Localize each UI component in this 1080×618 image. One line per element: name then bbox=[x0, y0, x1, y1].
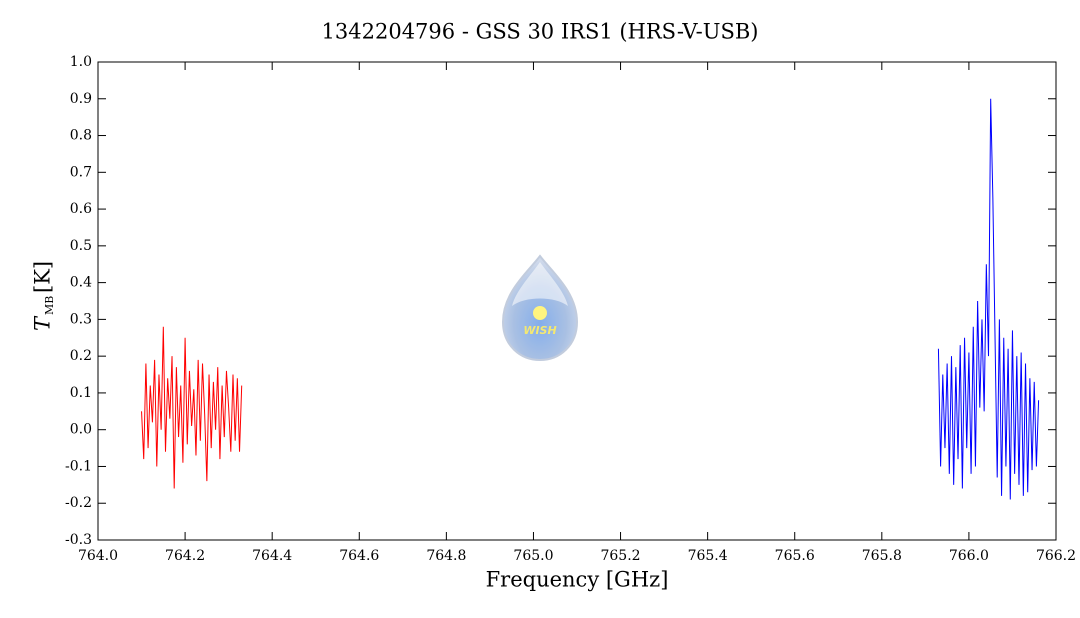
y-tick-label: 0.8 bbox=[70, 128, 92, 144]
x-tick-label: 766.2 bbox=[1036, 548, 1076, 564]
y-label-main: T bbox=[31, 315, 55, 331]
y-tick-label: -0.1 bbox=[65, 458, 92, 474]
watermark-shine bbox=[512, 262, 568, 306]
x-tick-label: 764.4 bbox=[252, 548, 292, 564]
y-label-unit: [K] bbox=[31, 261, 55, 293]
spectrum-line bbox=[937, 98, 1040, 500]
y-tick-label: 0.3 bbox=[70, 311, 92, 327]
y-tick-label: 0.2 bbox=[70, 348, 92, 364]
y-tick-label: 0.7 bbox=[70, 164, 92, 180]
plot-frame bbox=[97, 61, 1057, 541]
watermark-star bbox=[533, 306, 547, 320]
y-tick-label: 0.5 bbox=[70, 238, 92, 254]
y-axis-label: T MB [K] bbox=[31, 261, 57, 331]
y-tick-label: 1.0 bbox=[70, 54, 92, 70]
x-tick-label: 765.8 bbox=[862, 548, 902, 564]
x-tick-label: 766.0 bbox=[949, 548, 989, 564]
y-tick-label: 0.4 bbox=[70, 275, 92, 291]
watermark-text: WISH bbox=[523, 324, 556, 337]
x-tick-label: 764.2 bbox=[165, 548, 205, 564]
x-axis-label: Frequency [GHz] bbox=[486, 568, 669, 592]
y-tick-label: 0.1 bbox=[70, 385, 92, 401]
chart-title: 1342204796 - GSS 30 IRS1 (HRS-V-USB) bbox=[322, 20, 759, 44]
y-label-sub: MB bbox=[43, 296, 56, 315]
y-tick-label: 0.9 bbox=[70, 91, 92, 107]
x-tick-label: 765.6 bbox=[775, 548, 815, 564]
watermark: WISH bbox=[501, 254, 579, 362]
x-tick-label: 765.4 bbox=[688, 548, 728, 564]
spectrum-line bbox=[141, 326, 243, 489]
y-tick-label: 0.6 bbox=[70, 201, 92, 217]
x-tick-label: 764.0 bbox=[78, 548, 118, 564]
y-tick-label: -0.3 bbox=[65, 532, 92, 548]
x-tick-label: 765.0 bbox=[513, 548, 553, 564]
x-tick-label: 765.2 bbox=[600, 548, 640, 564]
x-tick-label: 764.6 bbox=[339, 548, 379, 564]
x-tick-label: 764.8 bbox=[426, 548, 466, 564]
y-tick-label: 0.0 bbox=[70, 422, 92, 438]
y-tick-label: -0.2 bbox=[65, 495, 92, 511]
